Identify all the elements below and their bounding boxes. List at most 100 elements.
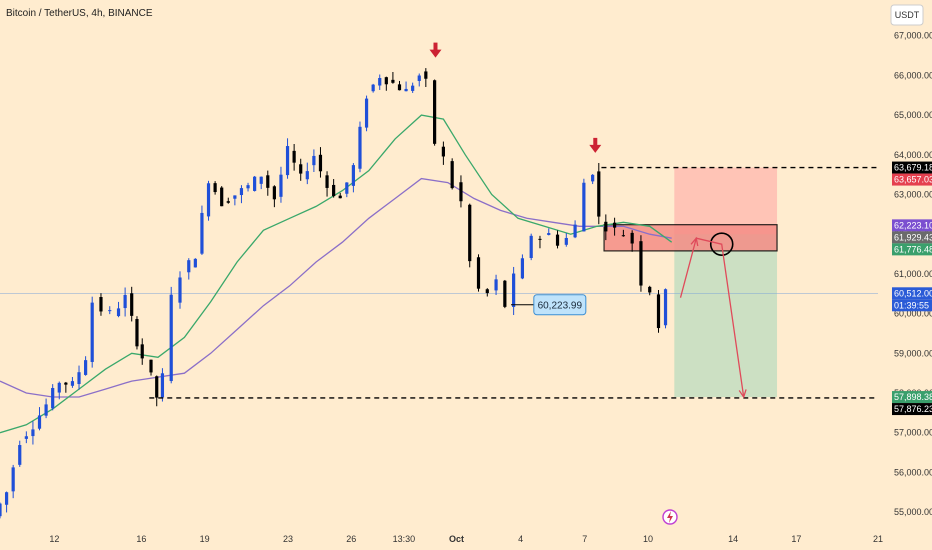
candle-body [364, 98, 369, 128]
candle [90, 296, 94, 368]
price-badge-label: 61,776.48 [894, 244, 932, 254]
candle [648, 285, 652, 296]
candles-layer [0, 68, 668, 519]
price-badge: 63,657.03 [892, 173, 932, 186]
candle [285, 138, 290, 179]
candle [597, 163, 601, 225]
candle-body [64, 382, 68, 385]
candle-body [378, 78, 382, 86]
lines-layer [0, 114, 878, 434]
candle-body [485, 289, 489, 294]
down-arrow-shaft [593, 137, 598, 146]
candle-body [24, 436, 28, 439]
down-arrow-shaft [433, 42, 438, 51]
candle [591, 174, 595, 185]
candle [70, 377, 75, 388]
projection-path [679, 237, 745, 398]
candle-body [312, 155, 316, 166]
candle-body [613, 222, 617, 228]
candle [169, 286, 173, 384]
candle [57, 381, 61, 400]
price-badge-label: 61,929.43 [894, 232, 932, 242]
candle-body [538, 238, 542, 240]
candle-body [135, 319, 139, 347]
price-badge-bg [892, 173, 932, 186]
x-tick-label: 26 [346, 534, 356, 544]
candle-body [591, 174, 595, 182]
price-badge-bg [892, 403, 932, 416]
currency-button-label[interactable]: USDT [895, 10, 920, 20]
candle [411, 82, 415, 93]
candle-body [299, 164, 303, 174]
price-badge: 60,512.00 [892, 287, 932, 300]
y-tick-label: 60,000.00 [894, 309, 932, 319]
candle [155, 375, 159, 407]
candle-body [512, 273, 516, 307]
chart-title: Bitcoin / TetherUS, 4h, BINANCE [6, 8, 153, 19]
projection-arrowhead [738, 389, 747, 399]
candle [318, 147, 323, 178]
candle-body [450, 161, 454, 189]
stop-loss-zone [674, 167, 778, 235]
candle-body [582, 182, 586, 232]
overlay-layer: 60,223.99 [149, 42, 878, 399]
candle [220, 186, 224, 207]
price-badge: 57,898.38 [892, 391, 932, 404]
ema-fast-line [0, 114, 673, 434]
price-badge: 62,223.10 [892, 219, 932, 232]
candle [77, 365, 81, 390]
down-arrow-head [589, 144, 602, 153]
candle-body [391, 79, 395, 83]
candle [116, 301, 121, 318]
price-badge: 61,776.48 [892, 243, 932, 256]
take-profit-zone [674, 234, 778, 398]
candle [253, 175, 257, 192]
candle [305, 162, 309, 185]
candle-body [99, 297, 103, 312]
candle-body [417, 75, 421, 81]
price-badge-bg [892, 161, 932, 174]
candle [485, 288, 489, 297]
candle-body [272, 186, 276, 200]
candle-body [529, 235, 533, 259]
price-badge-label: 01:39:55 [894, 300, 929, 310]
y-tick-label: 66,000.00 [894, 70, 932, 80]
x-tick-label: 23 [283, 534, 293, 544]
candle [0, 502, 2, 519]
candle-body [77, 372, 81, 385]
candle [391, 71, 395, 84]
candle-body [226, 201, 230, 203]
x-tick-label: 10 [643, 534, 653, 544]
price-badge-bg [892, 219, 932, 232]
lightning-icon[interactable] [662, 509, 678, 525]
candle-body [397, 84, 402, 91]
candle [459, 175, 463, 208]
candle [31, 421, 35, 445]
candle [604, 214, 608, 241]
candle [246, 182, 250, 192]
candle-body [11, 467, 15, 492]
candle-body [292, 150, 296, 163]
candle [351, 163, 355, 193]
y-tick-label: 55,000.00 [894, 507, 932, 517]
candle-body [597, 171, 601, 217]
candle-body [37, 415, 42, 429]
candle [99, 293, 103, 316]
candle-body [639, 241, 643, 286]
candle [371, 83, 375, 93]
candle-body [441, 146, 445, 157]
candle [468, 203, 472, 268]
candle [64, 381, 68, 393]
x-tick-label: 14 [728, 534, 738, 544]
currency-button[interactable] [890, 4, 924, 26]
candle [24, 431, 28, 444]
candle [140, 338, 144, 365]
price-badge-bg [892, 231, 932, 244]
price-badge-label: 60,512.00 [894, 288, 932, 298]
candle-body [503, 280, 507, 307]
candle-body [149, 359, 153, 373]
candle [233, 195, 237, 206]
candle-body [18, 445, 22, 465]
candle [564, 232, 568, 247]
